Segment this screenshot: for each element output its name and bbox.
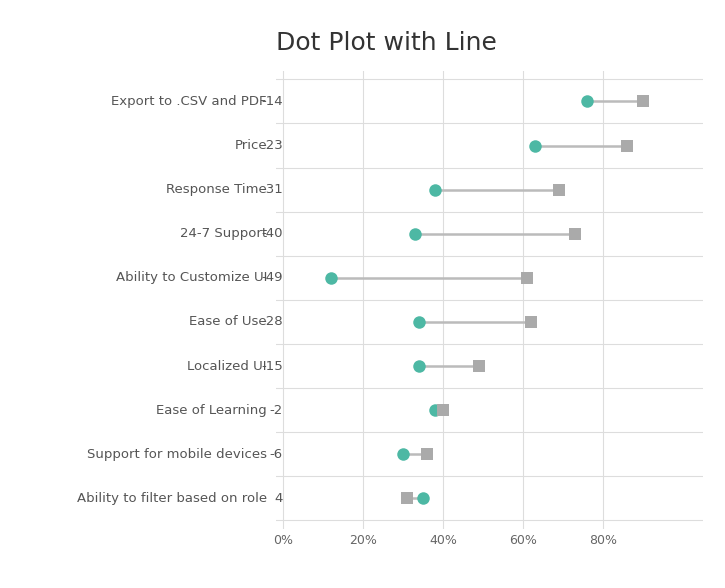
Text: -31: -31	[261, 183, 283, 196]
Text: 4: 4	[274, 492, 283, 505]
Text: -15: -15	[261, 359, 283, 373]
Text: Support for mobile devices: Support for mobile devices	[87, 447, 267, 461]
Text: Ease of Use: Ease of Use	[189, 315, 267, 329]
Text: -28: -28	[261, 315, 283, 329]
Text: -40: -40	[261, 227, 283, 240]
Text: Response Time: Response Time	[166, 183, 267, 196]
Text: -49: -49	[261, 271, 283, 285]
Text: Ease of Learning: Ease of Learning	[156, 403, 267, 417]
Text: -2: -2	[270, 403, 283, 417]
Text: Dot Plot with Line: Dot Plot with Line	[276, 31, 497, 55]
Text: Price: Price	[234, 139, 267, 152]
Text: Ability to filter based on role: Ability to filter based on role	[77, 492, 267, 505]
Text: -14: -14	[261, 95, 283, 108]
Text: Ability to Customize UI: Ability to Customize UI	[115, 271, 267, 285]
Text: Export to .CSV and PDF: Export to .CSV and PDF	[112, 95, 267, 108]
Text: -6: -6	[270, 447, 283, 461]
Text: 24-7 Support: 24-7 Support	[180, 227, 267, 240]
Text: -23: -23	[261, 139, 283, 152]
Text: Localized UI: Localized UI	[188, 359, 267, 373]
